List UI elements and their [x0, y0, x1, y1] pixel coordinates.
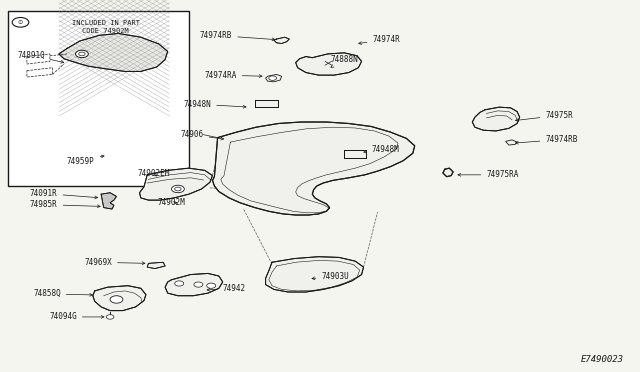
Polygon shape — [472, 107, 520, 131]
Text: 74903U: 74903U — [312, 272, 349, 280]
Circle shape — [269, 76, 276, 80]
Text: INCLUDED IN PART
CODE 74902M: INCLUDED IN PART CODE 74902M — [72, 20, 140, 34]
Text: 74974RB: 74974RB — [200, 31, 275, 41]
Circle shape — [175, 187, 181, 191]
Text: 74974R: 74974R — [359, 35, 400, 44]
Circle shape — [172, 185, 184, 193]
Circle shape — [106, 315, 114, 319]
Text: 74975RA: 74975RA — [458, 170, 519, 179]
Polygon shape — [274, 37, 289, 44]
Text: 74948N: 74948N — [184, 100, 246, 109]
Polygon shape — [93, 286, 146, 311]
Polygon shape — [165, 273, 223, 296]
Circle shape — [194, 282, 203, 287]
Circle shape — [79, 52, 85, 56]
Text: ⊙: ⊙ — [18, 20, 23, 25]
Text: 74969X: 74969X — [84, 258, 145, 267]
Polygon shape — [147, 262, 165, 269]
Circle shape — [12, 17, 29, 27]
Polygon shape — [140, 168, 212, 200]
Circle shape — [76, 50, 88, 58]
Text: 74974RB: 74974RB — [516, 135, 578, 144]
Text: 74091R: 74091R — [30, 189, 97, 199]
Polygon shape — [443, 168, 453, 177]
Text: 74888N: 74888N — [330, 55, 358, 67]
Text: 74959P: 74959P — [67, 155, 104, 166]
Polygon shape — [296, 53, 362, 75]
Polygon shape — [101, 193, 116, 209]
Text: 74942: 74942 — [207, 284, 246, 293]
Text: 74974RA: 74974RA — [204, 71, 262, 80]
Circle shape — [175, 281, 184, 286]
Polygon shape — [506, 140, 517, 145]
Text: 74906: 74906 — [180, 130, 223, 140]
Polygon shape — [344, 150, 366, 158]
Text: 74858Q: 74858Q — [33, 289, 92, 298]
Polygon shape — [212, 122, 415, 215]
Circle shape — [207, 283, 216, 288]
Text: 74948M: 74948M — [364, 145, 399, 154]
Circle shape — [110, 296, 123, 303]
Text: 74902EM: 74902EM — [138, 169, 170, 178]
Text: 74094G: 74094G — [49, 312, 104, 321]
Polygon shape — [266, 74, 282, 82]
Text: 74975R: 74975R — [516, 111, 573, 122]
Polygon shape — [59, 33, 168, 71]
Text: 74902M: 74902M — [157, 198, 185, 207]
Text: 74985R: 74985R — [30, 200, 100, 209]
Text: E7490023: E7490023 — [581, 355, 624, 364]
Polygon shape — [266, 257, 364, 292]
Text: 74891Q: 74891Q — [17, 51, 64, 63]
Polygon shape — [255, 100, 278, 107]
Bar — [8, 11, 189, 186]
